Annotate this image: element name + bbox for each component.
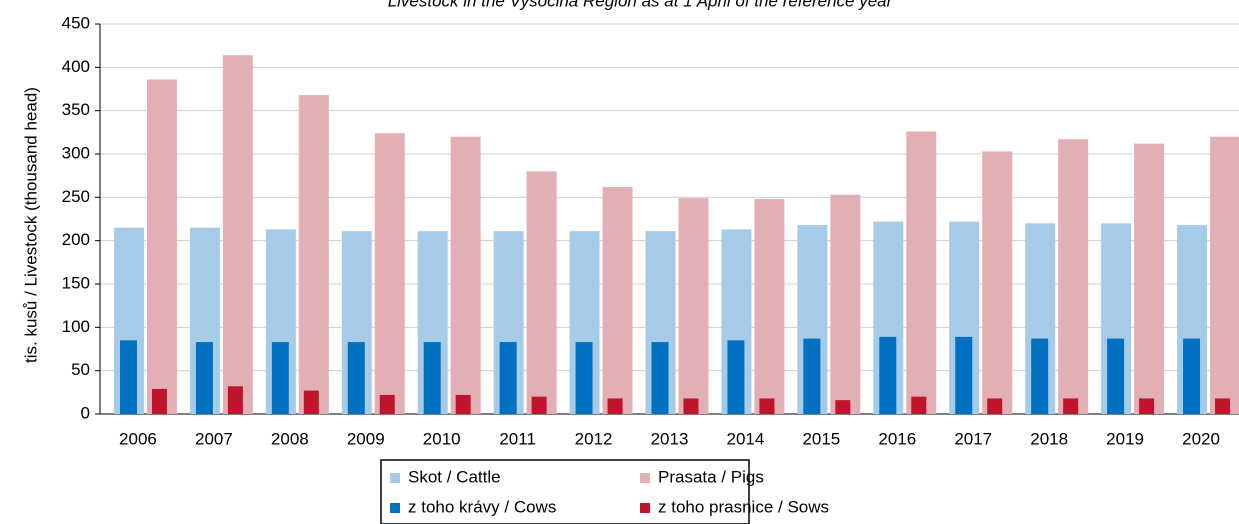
bar — [374, 133, 405, 414]
bar — [1134, 143, 1165, 414]
x-tick-label: 2017 — [954, 429, 992, 448]
x-tick-label: 2006 — [119, 429, 157, 448]
bar — [1139, 398, 1155, 414]
x-tick-label: 2008 — [271, 429, 309, 448]
bar — [298, 95, 329, 415]
bar — [830, 194, 861, 414]
bar — [678, 198, 709, 414]
legend-swatch — [640, 503, 650, 513]
bar — [1058, 139, 1089, 414]
bar — [303, 390, 319, 414]
bar — [1210, 136, 1239, 414]
y-tick-label: 400 — [62, 57, 90, 76]
x-tick-label: 2013 — [651, 429, 689, 448]
y-tick-label: 350 — [62, 100, 90, 119]
legend-swatch — [640, 473, 650, 483]
bar — [955, 336, 973, 414]
bar — [195, 342, 213, 414]
x-tick-label: 2016 — [878, 429, 916, 448]
x-tick-label: 2007 — [195, 429, 233, 448]
legend-label: z toho prasnice / Sows — [658, 497, 829, 516]
chart-title: Livestock in the Vysočina Region as at 1… — [388, 0, 894, 10]
y-tick-label: 150 — [62, 273, 90, 292]
y-tick-label: 450 — [62, 13, 90, 32]
bar — [683, 398, 699, 414]
bar — [1215, 398, 1231, 414]
bar — [271, 342, 289, 414]
bar — [602, 186, 633, 414]
x-tick-label: 2014 — [727, 429, 765, 448]
x-tick-label: 2009 — [347, 429, 385, 448]
y-tick-label: 50 — [71, 360, 90, 379]
legend-swatch — [390, 503, 400, 513]
bar — [607, 398, 623, 414]
bar — [651, 342, 669, 414]
bar — [906, 131, 937, 414]
bar — [222, 55, 253, 414]
bar — [982, 151, 1013, 414]
bar — [759, 398, 775, 414]
bar — [1107, 338, 1125, 414]
y-tick-label: 300 — [62, 143, 90, 162]
bar — [879, 336, 897, 414]
bar — [499, 342, 517, 414]
x-tick-label: 2010 — [423, 429, 461, 448]
bar — [423, 342, 441, 414]
bar — [803, 338, 821, 414]
bar — [1183, 338, 1201, 414]
legend-label: z toho krávy / Cows — [408, 497, 556, 516]
bar — [835, 400, 851, 414]
y-axis-label: tis. kusů / Livestock (thousand head) — [21, 87, 40, 363]
bar — [227, 386, 243, 414]
bar — [455, 394, 471, 414]
bar — [146, 79, 177, 414]
x-tick-label: 2020 — [1182, 429, 1220, 448]
legend-box — [380, 459, 750, 524]
bar — [1063, 398, 1079, 414]
y-tick-label: 250 — [62, 187, 90, 206]
bar — [754, 199, 785, 414]
y-tick-label: 0 — [81, 403, 90, 422]
bar — [911, 396, 927, 414]
bar — [151, 388, 167, 414]
bar — [987, 398, 1003, 414]
bar — [450, 136, 481, 414]
legend-label: Prasata / Pigs — [658, 467, 764, 486]
y-tick-label: 100 — [62, 317, 90, 336]
bar — [526, 171, 557, 414]
bar — [119, 340, 137, 414]
bar — [347, 342, 365, 414]
y-tick-label: 200 — [62, 230, 90, 249]
bar — [575, 342, 593, 414]
x-tick-label: 2015 — [802, 429, 840, 448]
bar — [1031, 338, 1049, 414]
x-tick-label: 2018 — [1030, 429, 1068, 448]
legend-swatch — [390, 473, 400, 483]
bar — [727, 340, 745, 414]
bar — [379, 394, 395, 414]
bar — [531, 396, 547, 414]
x-tick-label: 2012 — [575, 429, 613, 448]
x-tick-label: 2019 — [1106, 429, 1144, 448]
legend-label: Skot / Cattle — [408, 467, 501, 486]
x-tick-label: 2011 — [499, 429, 536, 448]
